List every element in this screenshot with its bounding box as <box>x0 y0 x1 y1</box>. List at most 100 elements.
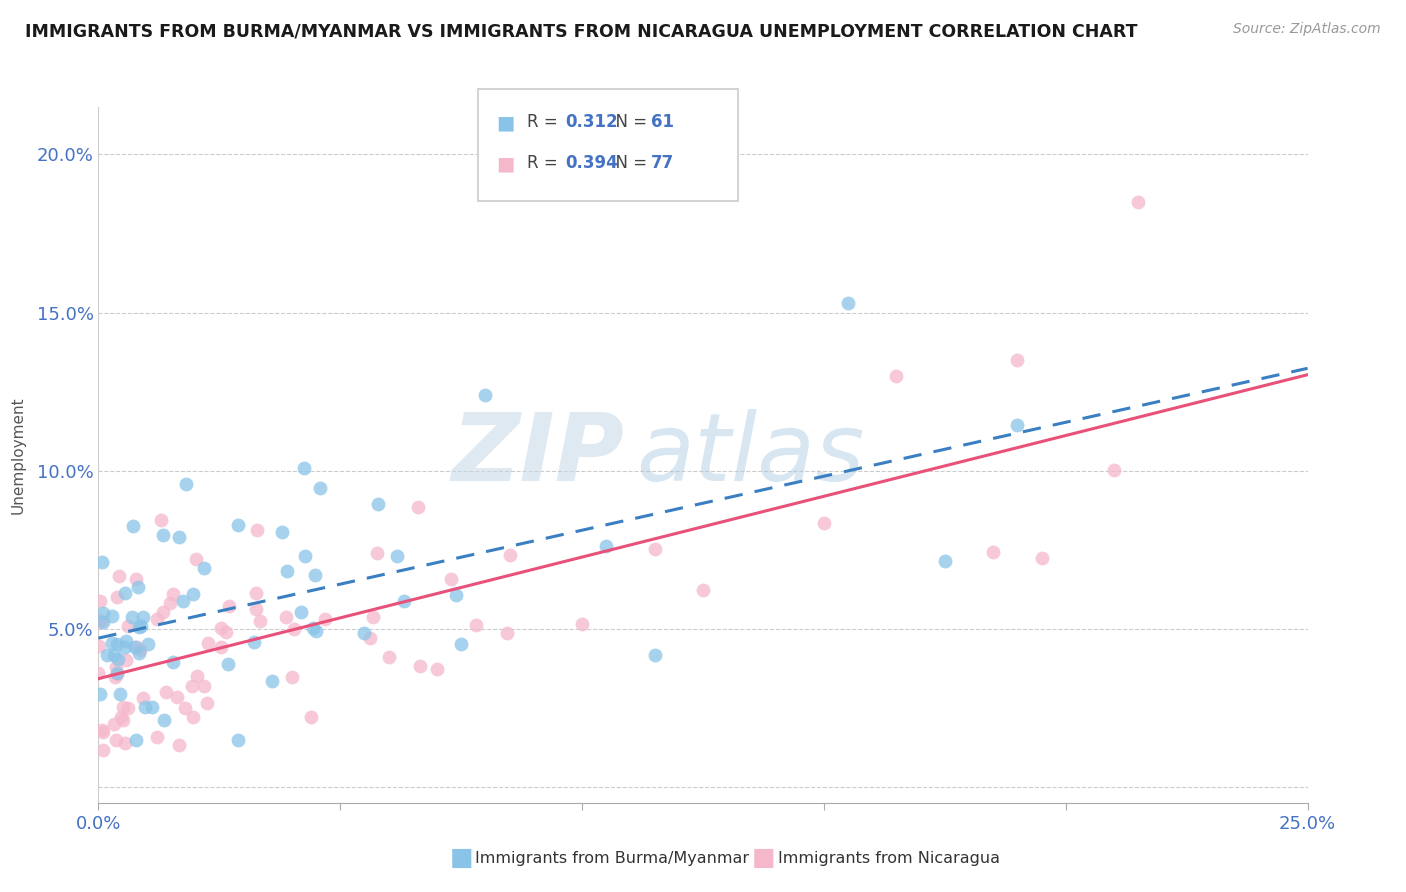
Text: 77: 77 <box>651 154 675 172</box>
Point <box>91 555 114 569</box>
Point <box>290 605 312 619</box>
Point <box>359 631 381 645</box>
Point <box>366 546 388 560</box>
Text: ■: ■ <box>450 847 474 870</box>
Point <box>128 619 150 633</box>
Point <box>246 523 269 537</box>
Point <box>173 701 195 715</box>
Point <box>245 602 267 616</box>
Point <box>934 554 956 568</box>
Point <box>450 637 472 651</box>
Point <box>1007 353 1029 368</box>
Point <box>105 590 128 604</box>
Point <box>385 549 408 563</box>
Point <box>1128 194 1150 209</box>
Point <box>105 637 128 651</box>
Point <box>692 583 714 598</box>
Text: ■: ■ <box>496 113 515 132</box>
Point <box>392 594 415 608</box>
Point <box>115 653 138 667</box>
Point <box>89 688 111 702</box>
Point <box>444 588 467 602</box>
Point <box>361 610 384 624</box>
Point <box>274 610 297 624</box>
Point <box>152 606 174 620</box>
Point <box>91 615 114 629</box>
Point <box>117 619 139 633</box>
Point <box>406 500 429 514</box>
Point <box>103 716 125 731</box>
Point <box>149 513 172 527</box>
Point <box>209 640 232 654</box>
Point <box>132 610 155 624</box>
Point <box>104 670 127 684</box>
Point <box>309 481 332 495</box>
Point <box>276 564 298 578</box>
Point <box>302 622 325 636</box>
Point <box>122 519 145 533</box>
Text: N =: N = <box>605 113 652 131</box>
Point <box>125 572 148 586</box>
Point <box>89 594 111 608</box>
Point <box>131 618 153 632</box>
Point <box>162 587 184 601</box>
Point <box>110 710 132 724</box>
Point <box>299 710 322 724</box>
Point <box>184 551 207 566</box>
Point <box>174 477 197 491</box>
Point <box>167 530 190 544</box>
Point <box>153 713 176 727</box>
Point <box>197 636 219 650</box>
Point <box>294 549 316 563</box>
Point <box>87 639 110 653</box>
Point <box>571 617 593 632</box>
Point <box>314 611 336 625</box>
Point <box>181 710 204 724</box>
Point <box>105 660 128 674</box>
Point <box>249 614 271 628</box>
Point <box>105 666 128 681</box>
Point <box>271 524 294 539</box>
Text: ■: ■ <box>752 847 776 870</box>
Point <box>91 743 114 757</box>
Text: atlas: atlas <box>637 409 865 500</box>
Point <box>292 461 315 475</box>
Point <box>124 640 146 654</box>
Point <box>245 586 267 600</box>
Point <box>134 699 156 714</box>
Point <box>496 626 519 640</box>
Point <box>167 738 190 752</box>
Point <box>367 497 389 511</box>
Point <box>114 586 136 600</box>
Point <box>127 580 149 594</box>
Point <box>108 569 131 583</box>
Point <box>159 596 181 610</box>
Point <box>152 527 174 541</box>
Point <box>105 667 128 681</box>
Y-axis label: Unemployment: Unemployment <box>10 396 25 514</box>
Point <box>644 542 666 557</box>
Point <box>440 572 463 586</box>
Point <box>1031 551 1053 566</box>
Text: Source: ZipAtlas.com: Source: ZipAtlas.com <box>1233 22 1381 37</box>
Point <box>305 624 328 638</box>
Text: 0.312: 0.312 <box>565 113 617 131</box>
Point <box>115 633 138 648</box>
Text: Immigrants from Burma/Myanmar: Immigrants from Burma/Myanmar <box>475 851 749 865</box>
Point <box>409 659 432 673</box>
Point <box>112 713 135 727</box>
Point <box>886 368 908 383</box>
Point <box>262 674 284 689</box>
Point <box>242 634 264 648</box>
Point <box>498 548 520 562</box>
Point <box>195 696 218 710</box>
Text: 61: 61 <box>651 113 673 131</box>
Point <box>215 625 238 640</box>
Point <box>87 665 110 680</box>
Text: 0.394: 0.394 <box>565 154 619 172</box>
Text: ■: ■ <box>496 154 515 173</box>
Text: IMMIGRANTS FROM BURMA/MYANMAR VS IMMIGRANTS FROM NICARAGUA UNEMPLOYMENT CORRELAT: IMMIGRANTS FROM BURMA/MYANMAR VS IMMIGRA… <box>25 22 1137 40</box>
Point <box>110 687 132 701</box>
Point <box>87 613 110 627</box>
Point <box>114 640 136 654</box>
